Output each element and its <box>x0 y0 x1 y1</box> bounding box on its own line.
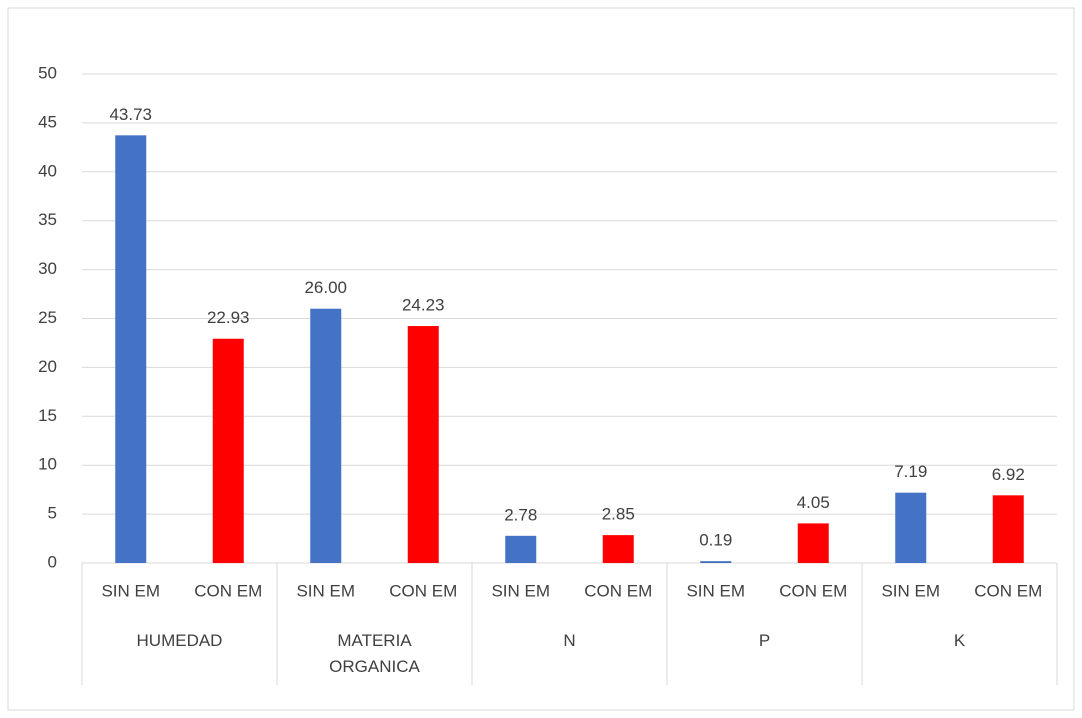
y-tick-label: 5 <box>48 504 57 523</box>
x-tick-label: CON EM <box>779 581 847 600</box>
x-tick-label: CON EM <box>194 581 262 600</box>
x-tick-label: CON EM <box>389 581 457 600</box>
y-tick-label: 45 <box>38 112 57 131</box>
data-label: 2.85 <box>602 505 635 524</box>
y-tick-label: 25 <box>38 308 57 327</box>
x-tick-label: SIN EM <box>101 581 160 600</box>
data-label: 43.73 <box>109 105 152 124</box>
y-tick-label: 15 <box>38 406 57 425</box>
y-tick-label: 35 <box>38 210 57 229</box>
y-tick-label: 10 <box>38 455 57 474</box>
bar <box>310 308 342 563</box>
data-label: 26.00 <box>304 278 347 297</box>
data-label: 6.92 <box>992 465 1025 484</box>
y-tick-label: 20 <box>38 357 57 376</box>
group-label: N <box>563 631 576 650</box>
x-tick-label: SIN EM <box>296 581 355 600</box>
bar <box>895 492 927 563</box>
bar <box>115 135 147 563</box>
data-label: 2.78 <box>504 505 537 524</box>
bar <box>212 338 244 563</box>
bar <box>602 535 634 563</box>
x-tick-label: SIN EM <box>881 581 940 600</box>
data-label: 0.19 <box>699 531 732 550</box>
x-tick-label: CON EM <box>584 581 652 600</box>
bar <box>505 535 537 563</box>
data-label: 7.19 <box>894 462 927 481</box>
y-tick-label: 0 <box>48 552 57 571</box>
bar <box>992 495 1024 563</box>
chart-border <box>7 7 1075 711</box>
data-label: 4.05 <box>797 493 830 512</box>
bar <box>407 326 439 563</box>
y-tick-label: 50 <box>38 63 57 82</box>
data-label: 22.93 <box>207 308 250 327</box>
bar <box>797 523 829 563</box>
group-label: HUMEDAD <box>136 631 223 650</box>
x-tick-label: SIN EM <box>686 581 745 600</box>
y-tick-label: 40 <box>38 161 57 180</box>
group-label: P <box>758 631 771 650</box>
data-label: 24.23 <box>402 296 445 315</box>
x-tick-label: CON EM <box>974 581 1042 600</box>
y-tick-label: 30 <box>38 259 57 278</box>
bar <box>700 561 732 563</box>
x-tick-label: SIN EM <box>491 581 550 600</box>
group-label: K <box>953 631 966 650</box>
group-label: MATERIA ORGANICA <box>329 631 420 676</box>
